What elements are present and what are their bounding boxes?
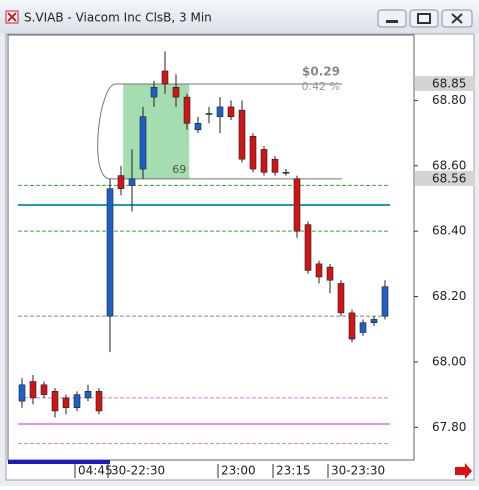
y-tick-label: 68.00 [432,354,466,368]
session-bar [8,460,110,464]
candle-body [293,178,301,232]
measure-box [123,84,190,179]
candle-body [381,286,389,317]
candle-body [117,175,125,189]
y-tick-label: 68.20 [432,289,466,303]
candle-body [29,381,37,399]
plot-area [7,34,415,461]
maximize-button[interactable] [409,9,439,28]
candle-body [18,384,26,402]
candle-body [161,70,169,85]
measure-change: $0.29 [302,65,340,79]
candle-body [128,178,136,186]
price-marker-label: 68.56 [432,171,466,185]
app-icon [5,10,19,24]
candle-body [370,319,378,323]
candle-body [106,188,114,317]
scroll-right-arrow[interactable] [455,463,472,479]
candle-body [348,312,356,340]
candle-body [95,391,103,412]
candle-body [51,391,59,412]
measure-percent: 0.42 % [302,80,340,93]
candle-body [315,263,323,278]
window-title: S.VIAB - Viacom Inc ClsB, 3 Min [24,11,212,25]
candle-body [194,122,202,131]
candle-body [249,136,257,170]
candle-body [40,384,48,395]
candle-body [326,266,334,281]
candle-body [84,391,92,399]
price-marker [415,76,475,92]
candle-body [183,96,191,124]
x-tick-label: 30-23:30 [331,464,385,478]
candle-body [205,113,213,115]
candle-body [260,149,268,173]
candle-body [282,172,290,174]
x-tick-label: 04:45 [78,464,113,478]
candle-body [73,394,81,408]
price-marker [415,170,475,186]
y-tick-label: 68.40 [432,224,466,238]
candle-body [216,106,224,118]
x-tick-label: 30-22:30 [111,464,165,478]
price-marker-label: 68.85 [432,77,466,91]
y-tick-label: 68.80 [432,93,466,107]
candle-body [139,116,147,170]
candle-body [62,397,70,408]
candle-body [337,283,345,314]
candle-body [150,87,158,98]
minimize-button[interactable] [377,9,407,28]
candle-body [238,109,246,160]
candle-body [359,322,367,333]
measure-bracket [97,83,342,180]
x-tick-label: 23:00 [221,464,256,478]
close-button[interactable] [441,9,473,28]
measure-count: 69 [172,163,186,176]
x-tick-label: 23:15 [276,464,311,478]
y-tick-label: 68.60 [432,158,466,172]
candle-body [271,158,279,173]
candle-body [304,224,312,271]
candle-body [227,106,235,118]
candle-body [172,87,180,98]
y-tick-label: 67.80 [432,420,466,434]
